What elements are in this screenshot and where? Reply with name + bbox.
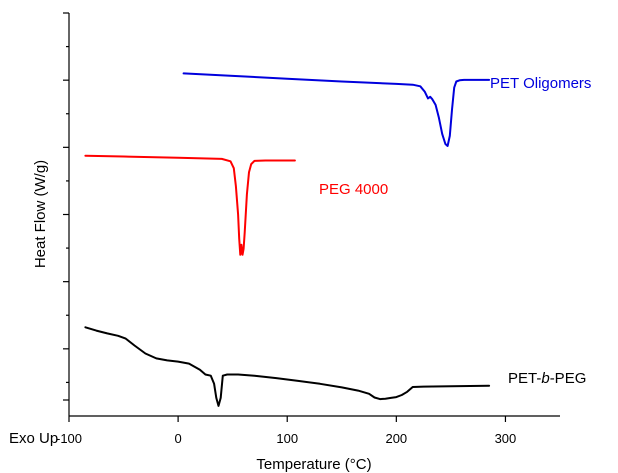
y-axis-label: Heat Flow (W/g) [32,160,49,268]
series-label-part: -PEG [550,370,587,387]
series-group [84,72,491,407]
series-label-0: PET Oligomers [490,75,591,92]
x-tick-label: 200 [385,431,407,446]
axes [68,13,560,417]
x-tick-label: 300 [495,431,517,446]
series-label-2: PET-b-PEG [508,370,586,387]
series-label-1: PEG 4000 [319,181,388,198]
x-tick-label: -100 [56,431,82,446]
series-label-part: PET- [508,370,541,387]
series-label-part: PET Oligomers [490,75,591,92]
x-tick-label: 100 [276,431,298,446]
series-label-part: b [541,370,549,387]
series-line-0 [182,72,491,147]
x-tick-label: 0 [174,431,181,446]
y-ticks [63,12,69,401]
series-line-2 [84,326,491,407]
series-labels: PET Oligomers PEG 4000 PET-b-PEG [319,75,591,387]
series-line-1 [84,154,296,256]
x-ticks: -100 0 100 200 300 [56,416,516,446]
series-label-part: PEG 4000 [319,181,388,198]
exo-up-label: Exo Up [9,430,58,447]
x-axis-label: Temperature (°C) [256,456,371,473]
